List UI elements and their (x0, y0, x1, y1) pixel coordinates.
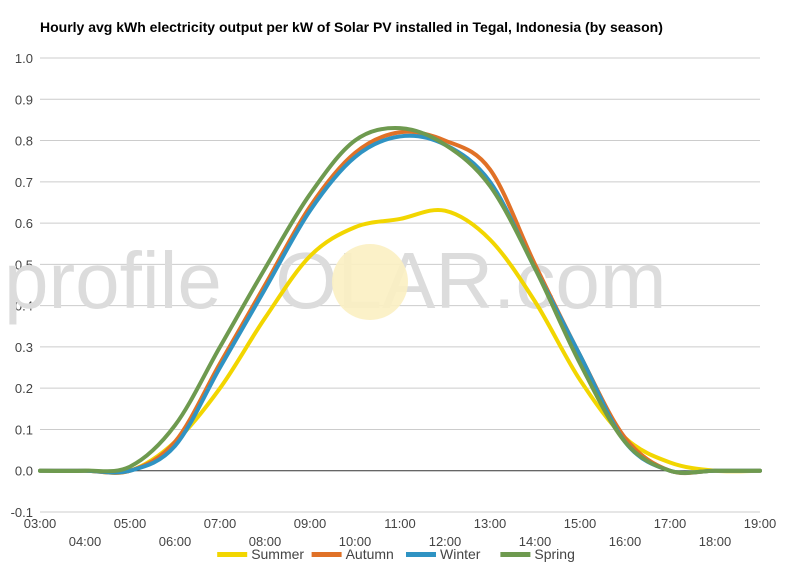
legend-swatch-spring (500, 552, 531, 557)
x-tick-label: 14:00 (519, 534, 552, 549)
x-tick-label: 06:00 (159, 534, 192, 549)
x-tick-label: 16:00 (609, 534, 642, 549)
y-tick-label: 1.0 (15, 51, 33, 66)
x-tick-label: 18:00 (699, 534, 732, 549)
x-tick-label: 04:00 (69, 534, 102, 549)
x-tick-label: 17:00 (654, 516, 687, 531)
legend-label-winter: Winter (440, 546, 481, 562)
x-tick-label: 10:00 (339, 534, 372, 549)
legend-label-spring: Spring (534, 546, 574, 562)
x-tick-label: 15:00 (564, 516, 597, 531)
chart-title: Hourly avg kWh electricity output per kW… (40, 19, 663, 35)
x-tick-label: 05:00 (114, 516, 147, 531)
series-line-spring (38, 126, 762, 475)
y-tick-label: 0.6 (15, 216, 33, 231)
legend-swatch-summer (217, 552, 248, 557)
x-tick-label: 11:00 (384, 516, 416, 531)
y-tick-label: 0.5 (15, 257, 33, 272)
legend-swatch-autumn (311, 552, 342, 557)
x-tick-label: 09:00 (294, 516, 327, 531)
y-tick-label: 0.1 (15, 422, 33, 437)
y-tick-label: 0.7 (15, 175, 33, 190)
legend-label-summer: Summer (251, 546, 304, 562)
y-tick-label: 0.4 (15, 299, 33, 314)
x-tick-label: 07:00 (204, 516, 237, 531)
y-tick-label: -0.1 (11, 505, 33, 520)
y-tick-label: 0.8 (15, 134, 33, 149)
y-tick-label: 0.3 (15, 340, 33, 355)
y-tick-label: 0.2 (15, 381, 33, 396)
x-tick-label: 13:00 (474, 516, 507, 531)
x-tick-label: 08:00 (249, 534, 282, 549)
series-line-autumn (38, 129, 762, 476)
x-tick-label: 12:00 (429, 534, 462, 549)
watermark-sun-icon (332, 244, 408, 320)
y-tick-label: 0.0 (15, 464, 33, 479)
y-tick-label: 0.9 (15, 92, 33, 107)
x-tick-label: 03:00 (24, 516, 57, 531)
watermark-text: profileSOLAR.com (4, 236, 666, 325)
legend-swatch-winter (406, 552, 436, 557)
x-tick-label: 19:00 (744, 516, 777, 531)
legend-label-autumn: Autumn (346, 546, 394, 562)
